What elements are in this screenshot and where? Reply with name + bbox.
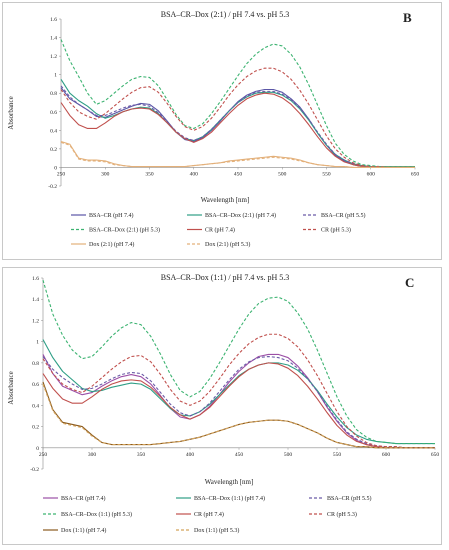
chart-c-y-tick-label: 1 <box>36 340 39 346</box>
chart-c-legend-label: BSA–CR–Dox (1:1) (pH 7.4) <box>194 495 265 502</box>
chart-b-title: BSA–CR–Dox (2:1) / pH 7.4 vs. pH 5.3 <box>161 10 289 19</box>
chart-b-x-tick-label: 450 <box>234 171 243 177</box>
chart-c-series-line-5 <box>42 362 435 449</box>
chart-c-svg: BSA–CR–Dox (1:1) / pH 7.4 vs. pH 5.3 C W… <box>7 273 440 534</box>
chart-c-series-line-6 <box>42 333 435 449</box>
chart-c-series-line-1 <box>42 353 435 449</box>
chart-b-x-tick-label: 550 <box>322 171 331 177</box>
chart-b-legend-label: Dox (2:1) (pH 7.4) <box>89 241 134 248</box>
chart-b-x-tick-label: 250 <box>57 171 66 177</box>
chart-c-legend-label: CR (pH 7.4) <box>194 511 224 518</box>
chart-c-legend-label: BSA–CR (pH 7.4) <box>61 495 106 502</box>
chart-c-legend-label: CR (pH 5.3) <box>327 511 357 518</box>
chart-c-x-tick-label: 350 <box>137 452 146 458</box>
chart-b-legend-label: BSA–CR (pH 5.5) <box>321 212 366 219</box>
chart-panel-b: BSA–CR–Dox (2:1) / pH 7.4 vs. pH 5.3 B W… <box>2 2 442 260</box>
chart-c-y-tick-label: 1.6 <box>32 276 39 282</box>
chart-b-series-line-1 <box>60 87 415 168</box>
chart-b-x-tick-label: 650 <box>411 171 420 177</box>
chart-b-y-tick-label: 1 <box>54 73 57 79</box>
chart-b-legend-label: CR (pH 5.3) <box>321 227 351 234</box>
chart-c-x-tick-label: 300 <box>88 452 97 458</box>
chart-c-y-tick-label: 0 <box>36 446 39 452</box>
chart-b-x-tick-label: 500 <box>278 171 287 177</box>
chart-c-y-tick-label: 0.8 <box>32 361 39 367</box>
chart-c-y-tick-label: 0.6 <box>32 382 39 388</box>
chart-c-series-line-2 <box>42 339 435 445</box>
chart-b-series-line-6 <box>60 67 415 168</box>
chart-c-y-tick-label: 0.4 <box>32 403 39 409</box>
chart-b-series-line-8 <box>60 141 415 168</box>
chart-b-x-tick-label: 350 <box>145 171 154 177</box>
chart-b-series-line-2 <box>60 79 415 168</box>
chart-c-x-tick-label: 450 <box>235 452 244 458</box>
chart-c-x-tick-label: 650 <box>431 452 440 458</box>
chart-b-series-line-7 <box>60 140 415 168</box>
chart-c-legend-label: BSA–CR–Dox (1:1) (pH 5.3) <box>61 511 132 518</box>
chart-c-x-tick-label: 400 <box>186 452 195 458</box>
chart-c-y-tick-label: 1.2 <box>32 318 39 324</box>
chart-b-y-tick-label: 1.4 <box>50 36 57 42</box>
chart-b-letter: B <box>403 10 412 25</box>
chart-c-legend-label: Dox (1:1) (pH 7.4) <box>61 527 106 534</box>
chart-b-y-tick-label: 0.4 <box>50 128 57 134</box>
chart-b-x-tick-label: 600 <box>367 171 376 177</box>
chart-c-ylabel: Absorbance <box>7 371 15 404</box>
chart-panel-c: BSA–CR–Dox (1:1) / pH 7.4 vs. pH 5.3 C W… <box>2 267 442 545</box>
chart-b-y-tick-label: 1.6 <box>50 17 57 23</box>
chart-b-y-tick-label: 1.2 <box>50 54 57 60</box>
chart-b-x-tick-label: 300 <box>101 171 110 177</box>
chart-b-legend-label: BSA–CR (pH 7.4) <box>89 212 134 219</box>
chart-b-y-tick-label: 0.6 <box>50 110 57 116</box>
chart-c-x-tick-label: 600 <box>382 452 391 458</box>
chart-c-xlabel: Wavelength [nm] <box>205 478 254 486</box>
chart-b-series-line-4 <box>60 39 415 168</box>
chart-c-y-tick-label: -0.2 <box>30 467 39 473</box>
chart-c-x-tick-label: 550 <box>333 452 342 458</box>
chart-c-title: BSA–CR–Dox (1:1) / pH 7.4 vs. pH 5.3 <box>161 273 289 282</box>
chart-c-series-line-3 <box>42 355 435 449</box>
chart-b-series-line-3 <box>60 85 415 168</box>
chart-b-svg: BSA–CR–Dox (2:1) / pH 7.4 vs. pH 5.3 B W… <box>7 10 420 248</box>
chart-b-x-tick-label: 400 <box>190 171 199 177</box>
chart-b-y-tick-label: -0.2 <box>48 184 57 190</box>
chart-b-legend-label: CR (pH 7.4) <box>205 227 235 234</box>
chart-b-y-tick-label: 0.8 <box>50 91 57 97</box>
chart-c-series-line-7 <box>42 381 435 449</box>
chart-b-y-tick-label: 0 <box>54 165 57 171</box>
chart-c-series-line-8 <box>42 383 435 449</box>
chart-c-letter: C <box>405 275 414 290</box>
chart-b-ylabel: Absorbance <box>7 96 15 129</box>
chart-b-legend-label: BSA–CR–Dox (2:1) (pH 5.3) <box>89 227 160 234</box>
chart-b-legend-label: Dox (2:1) (pH 5.3) <box>205 241 250 248</box>
chart-c-legend-label: Dox (1:1) (pH 5.3) <box>194 527 239 534</box>
chart-c-y-tick-label: 1.4 <box>32 297 39 303</box>
chart-b-series-line-5 <box>60 92 415 168</box>
chart-b-legend-label: BSA–CR–Dox (2:1) (pH 7.4) <box>205 212 276 219</box>
chart-c-legend-label: BSA–CR (pH 5.5) <box>327 495 372 502</box>
chart-c-series-line-4 <box>42 279 435 445</box>
chart-c-x-tick-label: 500 <box>284 452 293 458</box>
chart-b-y-tick-label: 0.2 <box>50 147 57 153</box>
chart-c-y-tick-label: 0.2 <box>32 425 39 431</box>
chart-b-xlabel: Wavelength [nm] <box>201 196 250 204</box>
chart-c-x-tick-label: 250 <box>39 452 48 458</box>
